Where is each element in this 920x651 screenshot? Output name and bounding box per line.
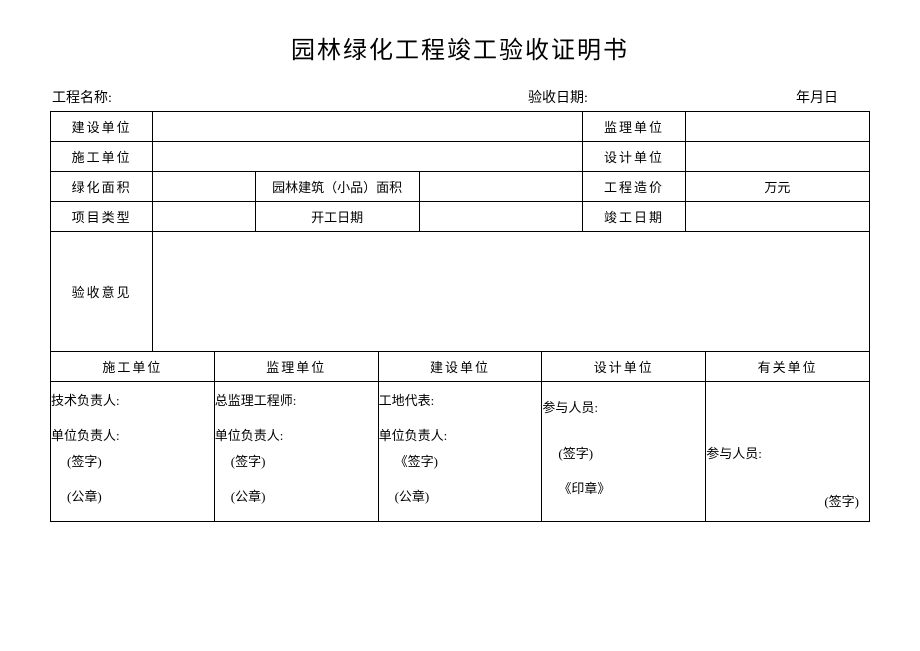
label-construction-unit: 建设单位	[51, 112, 153, 142]
sig-line: (公章)	[51, 487, 214, 507]
label-supervision-unit: 监理单位	[583, 112, 685, 142]
sig-body-construction: 工地代表: 单位负责人: 《签字) (公章)	[378, 382, 542, 522]
sig-body-design: 参与人员: (签字) 《印章》	[542, 382, 706, 522]
sig-line: 单位负责人:	[215, 426, 378, 446]
meta-row: 工程名称: 验收日期: 年月日	[50, 87, 870, 107]
sig-line: 参与人员:	[542, 398, 705, 418]
table-row: 技术负责人: 单位负责人: (签字) (公章) 总监理工程师: 单位负责人: (…	[51, 382, 870, 522]
sig-line: (签字)	[215, 452, 378, 472]
sig-line: 技术负责人:	[51, 391, 214, 411]
table-row: 验收意见	[51, 232, 870, 352]
value-project-cost: 万元	[685, 172, 869, 202]
sig-line: 工地代表:	[379, 391, 542, 411]
sig-head-construction: 建设单位	[378, 352, 542, 382]
value-start-date	[419, 202, 583, 232]
value-opinion	[153, 232, 870, 352]
label-design-unit: 设计单位	[583, 142, 685, 172]
sig-line: (签字)	[542, 444, 705, 464]
label-project-cost: 工程造价	[583, 172, 685, 202]
project-name-label: 工程名称:	[52, 87, 528, 107]
signature-table: 施工单位 监理单位 建设单位 设计单位 有关单位 技术负责人: 单位负责人: (…	[50, 351, 870, 522]
sig-body-contractor: 技术负责人: 单位负责人: (签字) (公章)	[51, 382, 215, 522]
label-contractor-unit: 施工单位	[51, 142, 153, 172]
value-project-type	[153, 202, 255, 232]
sig-head-contractor: 施工单位	[51, 352, 215, 382]
value-contractor-unit	[153, 142, 583, 172]
sig-body-supervision: 总监理工程师: 单位负责人: (签字) (公章)	[214, 382, 378, 522]
label-project-type: 项目类型	[51, 202, 153, 232]
table-row: 项目类型 开工日期 竣工日期	[51, 202, 870, 232]
value-building-area	[419, 172, 583, 202]
table-row: 施工单位 监理单位 建设单位 设计单位 有关单位	[51, 352, 870, 382]
sig-head-supervision: 监理单位	[214, 352, 378, 382]
value-design-unit	[685, 142, 869, 172]
sig-line: 参与人员:	[706, 444, 869, 464]
sig-line: (签字)	[824, 492, 859, 512]
accept-date-value: 年月日	[628, 87, 868, 107]
label-building-area: 园林建筑（小品）面积	[255, 172, 419, 202]
sig-line: 总监理工程师:	[215, 391, 378, 411]
accept-date-label: 验收日期:	[528, 87, 628, 107]
label-start-date: 开工日期	[255, 202, 419, 232]
sig-line: (公章)	[379, 487, 542, 507]
value-end-date	[685, 202, 869, 232]
sig-head-related: 有关单位	[706, 352, 870, 382]
value-supervision-unit	[685, 112, 869, 142]
value-green-area	[153, 172, 255, 202]
main-table: 建设单位 监理单位 施工单位 设计单位 绿化面积 园林建筑（小品）面积 工程造价…	[50, 111, 870, 352]
sig-head-design: 设计单位	[542, 352, 706, 382]
sig-body-related: 参与人员: (签字)	[706, 382, 870, 522]
value-construction-unit	[153, 112, 583, 142]
table-row: 建设单位 监理单位	[51, 112, 870, 142]
sig-line: (公章)	[215, 487, 378, 507]
page-title: 园林绿化工程竣工验收证明书	[50, 30, 870, 65]
table-row: 施工单位 设计单位	[51, 142, 870, 172]
sig-line: 《签字)	[379, 452, 542, 472]
sig-line: 单位负责人:	[51, 426, 214, 446]
sig-line: 《印章》	[542, 479, 705, 499]
label-opinion: 验收意见	[51, 232, 153, 352]
label-end-date: 竣工日期	[583, 202, 685, 232]
label-green-area: 绿化面积	[51, 172, 153, 202]
sig-line: 单位负责人:	[379, 426, 542, 446]
sig-line: (签字)	[51, 452, 214, 472]
table-row: 绿化面积 园林建筑（小品）面积 工程造价 万元	[51, 172, 870, 202]
